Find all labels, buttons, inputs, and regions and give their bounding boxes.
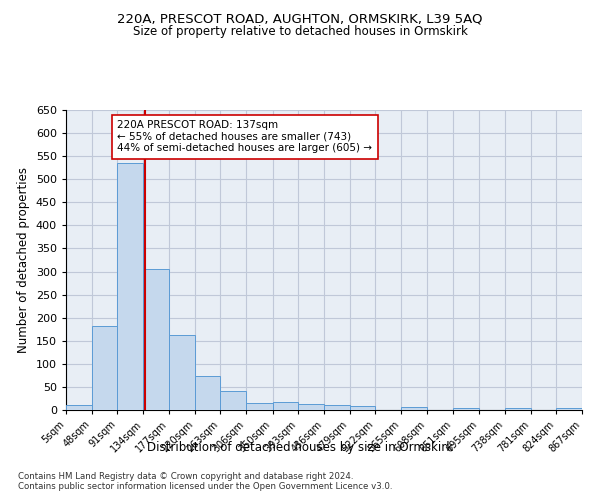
- Bar: [118, 163, 143, 410]
- Bar: [556, 408, 582, 410]
- Y-axis label: Number of detached properties: Number of detached properties: [17, 167, 30, 353]
- Text: 220A PRESCOT ROAD: 137sqm
← 55% of detached houses are smaller (743)
44% of semi: 220A PRESCOT ROAD: 137sqm ← 55% of detac…: [118, 120, 373, 154]
- Bar: [324, 405, 350, 410]
- Bar: [272, 402, 298, 410]
- Bar: [92, 326, 118, 410]
- Bar: [350, 406, 376, 410]
- Bar: [401, 407, 427, 410]
- Bar: [453, 408, 479, 410]
- Text: Size of property relative to detached houses in Ormskirk: Size of property relative to detached ho…: [133, 25, 467, 38]
- Bar: [505, 408, 530, 410]
- Text: Distribution of detached houses by size in Ormskirk: Distribution of detached houses by size …: [147, 441, 453, 454]
- Text: Contains HM Land Registry data © Crown copyright and database right 2024.: Contains HM Land Registry data © Crown c…: [18, 472, 353, 481]
- Bar: [66, 406, 92, 410]
- Bar: [246, 402, 272, 410]
- Bar: [143, 269, 169, 410]
- Bar: [169, 335, 195, 410]
- Bar: [298, 404, 324, 410]
- Text: 220A, PRESCOT ROAD, AUGHTON, ORMSKIRK, L39 5AQ: 220A, PRESCOT ROAD, AUGHTON, ORMSKIRK, L…: [117, 12, 483, 26]
- Bar: [195, 376, 220, 410]
- Bar: [220, 390, 246, 410]
- Text: Contains public sector information licensed under the Open Government Licence v3: Contains public sector information licen…: [18, 482, 392, 491]
